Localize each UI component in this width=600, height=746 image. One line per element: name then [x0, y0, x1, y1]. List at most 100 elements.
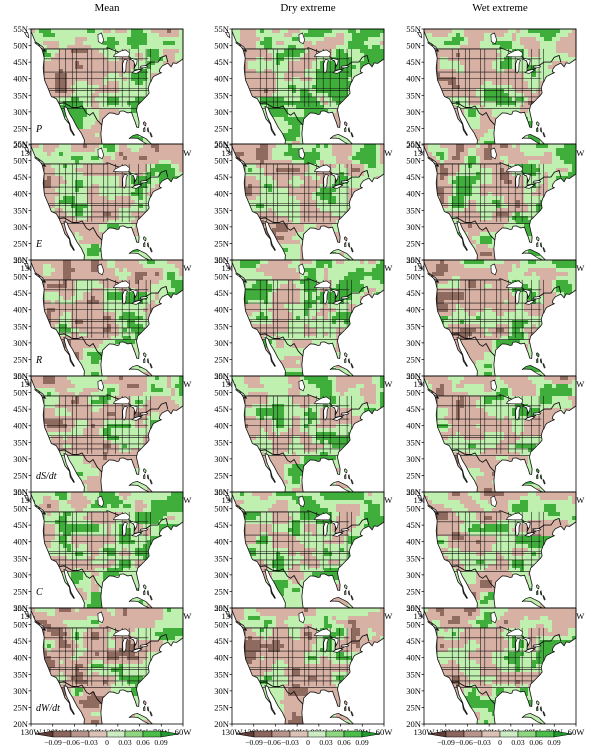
lat-tick-label: 55N [406, 255, 422, 265]
island-outline [539, 241, 543, 248]
island-outline [146, 473, 150, 480]
island-outline [535, 121, 540, 127]
island-outline [23, 610, 30, 618]
lat-tick-label: 30N [406, 107, 422, 117]
lat-tick-label: 35N [406, 90, 422, 100]
lake [515, 58, 521, 74]
lat-tick-label: 50N [13, 272, 29, 282]
lat-tick-label: 25N [214, 702, 230, 712]
lat-tick-label: 20N [406, 603, 422, 613]
lake [112, 396, 130, 405]
lat-tick-label: 50N [13, 504, 29, 514]
lake [332, 69, 344, 74]
coastline [30, 28, 184, 146]
coastline [231, 143, 385, 261]
lat-tick-label: 55N [214, 603, 230, 613]
lake [139, 65, 149, 69]
lake [298, 263, 306, 276]
island-outline [536, 357, 539, 364]
lake [97, 495, 105, 508]
lat-tick-label: 30N [214, 338, 230, 348]
island-outline [416, 31, 423, 39]
coastline [423, 491, 577, 609]
lat-tick-label: 25N [214, 586, 230, 596]
lat-tick-label: 55N [13, 371, 29, 381]
lake [313, 628, 331, 637]
colorbar-swatch [445, 730, 465, 738]
lon-tick-label: 60W [376, 379, 394, 389]
lat-tick-label: 55N [214, 139, 230, 149]
colorbar-tick-label: −0.03 [281, 738, 299, 746]
lat-tick-label: 50N [406, 388, 422, 398]
lat-tick-label: 55N [406, 371, 422, 381]
lat-tick-label: 40N [13, 653, 29, 663]
island-outline [142, 584, 147, 590]
lake [532, 528, 542, 532]
lon-tick-label: 130W [20, 727, 42, 737]
island-outline [143, 473, 146, 480]
lat-tick-label: 55N [13, 603, 29, 613]
lake [521, 405, 531, 416]
colorbar-swatch [535, 730, 555, 738]
island-outline [347, 126, 351, 133]
lat-tick-label: 25N [13, 238, 29, 248]
lat-tick-label: 30N [406, 338, 422, 348]
island-outline [542, 132, 546, 138]
lat-tick-label: 55N [13, 255, 29, 265]
lat-tick-label: 20N [406, 487, 422, 497]
map-panel-4-0: 55N50N45N40N35N30N25N20N130W120W110W100W… [13, 487, 192, 621]
island-outline [234, 157, 247, 167]
lake [505, 164, 523, 173]
lat-tick-label: 30N [406, 454, 422, 464]
colorbar-swatch [271, 730, 291, 738]
island-outline [234, 389, 247, 399]
island-outline [234, 273, 247, 283]
lake [122, 405, 128, 421]
panel-frame [30, 607, 184, 725]
lat-tick-label: 30N [13, 686, 29, 696]
lat-tick-label: 55N [406, 603, 422, 613]
lat-tick-label: 30N [214, 686, 230, 696]
lat-tick-label: 45N [13, 636, 29, 646]
coastline [231, 607, 385, 725]
lat-tick-label: 50N [13, 156, 29, 166]
island-outline [143, 357, 146, 364]
lake [298, 495, 306, 508]
coastline [30, 375, 184, 493]
coastline [231, 259, 385, 377]
lake [490, 147, 498, 160]
island-outline [344, 357, 347, 364]
map-panel-5-0: 55N50N45N40N35N30N25N20N130W120W110W100W… [13, 603, 192, 737]
island-outline [33, 157, 46, 167]
colorbar-swatch [160, 730, 180, 738]
map-panel-3-2: 55N50N45N40N35N30N25N20N130W120W110W100W… [406, 371, 585, 505]
lake [505, 512, 523, 521]
island-outline [343, 584, 348, 590]
lake [521, 173, 531, 184]
lat-tick-label: 35N [13, 205, 29, 215]
island-outline [542, 247, 546, 253]
lake [329, 405, 339, 416]
lat-tick-label: 20N [406, 719, 422, 729]
island-outline [33, 273, 46, 283]
lat-tick-label: 50N [406, 272, 422, 282]
lake [340, 412, 350, 416]
map-panel-1-1: 55N50N45N40N35N30N25N20N130W120W110W100W… [214, 139, 393, 273]
map-panel-5-2: 55N50N45N40N35N30N25N20N130W120W110W100W… [406, 603, 585, 737]
island-outline [426, 273, 439, 283]
colorbar-tick-label: 0.06 [136, 738, 149, 746]
island-outline [234, 621, 247, 631]
lake [323, 289, 329, 305]
lake [323, 173, 329, 189]
lake [490, 379, 498, 392]
lake [112, 628, 130, 637]
lat-tick-label: 25N [406, 354, 422, 364]
lake [515, 405, 521, 421]
island-outline [426, 42, 439, 52]
island-outline [33, 505, 46, 515]
lake [490, 32, 498, 45]
lake [524, 416, 536, 421]
lat-tick-label: 20N [406, 140, 422, 150]
lake [532, 296, 542, 300]
lake [505, 396, 523, 405]
